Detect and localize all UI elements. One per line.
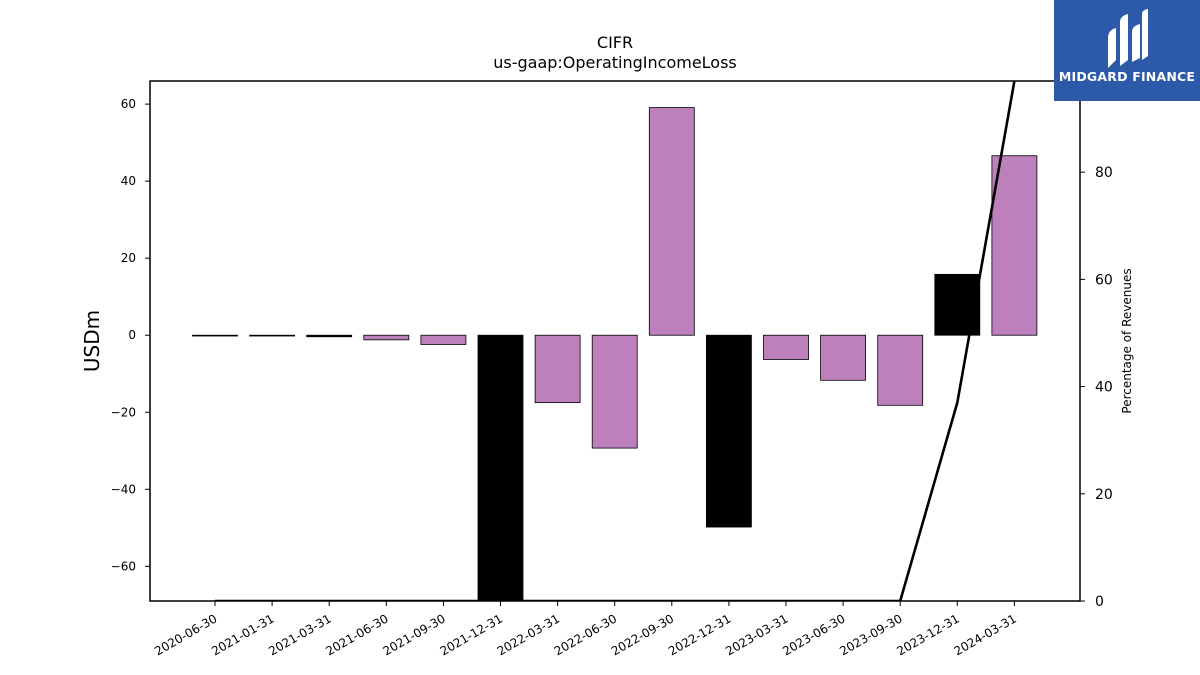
bar-2024-03-31	[991, 155, 1038, 336]
bar-2023-09-30	[877, 334, 924, 406]
bar-2023-06-30	[820, 334, 866, 381]
brand-logo-text: MIDGARD FINANCE	[1058, 69, 1196, 84]
y-tick-label: 40	[121, 174, 136, 188]
bar-2021-09-30	[420, 334, 467, 345]
x-tick-label: 2021-06-30	[323, 611, 390, 658]
chart-subtitle: us-gaap:OperatingIncomeLoss	[493, 53, 737, 72]
bar-2022-12-31	[706, 334, 752, 528]
x-tick-label: 2022-09-30	[609, 611, 676, 658]
bar-2022-03-31	[534, 334, 581, 404]
bar-2021-03-31	[306, 334, 353, 338]
bars-group	[192, 107, 1038, 602]
y2-tick-label: 80	[1095, 165, 1113, 181]
bar-2022-09-30	[648, 107, 695, 336]
y-tick-label: 20	[121, 251, 136, 265]
y-tick-label: −20	[111, 405, 136, 419]
y2-tick-label: 60	[1095, 272, 1113, 288]
x-tick-label: 2021-01-31	[209, 611, 276, 658]
percentage-of-revenues-line	[215, 81, 1016, 601]
y-tick-label: −60	[111, 559, 136, 573]
bar-2022-06-30	[591, 334, 638, 449]
bar-2023-12-31	[934, 273, 981, 336]
x-tick-label: 2021-03-31	[266, 611, 333, 658]
bar-2021-01-31	[249, 334, 296, 337]
bar-2023-03-31	[763, 334, 809, 360]
x-axis-ticks: 2020-06-302021-01-312021-03-312021-06-30…	[152, 601, 1019, 658]
y2-axis-ticks: 0 20 40 60 80	[1080, 165, 1113, 610]
x-tick-label: 2023-12-31	[894, 611, 961, 658]
x-tick-label: 2023-03-31	[723, 611, 790, 658]
bar-2021-06-30	[363, 334, 410, 341]
x-tick-label: 2022-03-31	[495, 611, 562, 658]
y-tick-label: 60	[121, 97, 136, 111]
y2-tick-label: 20	[1095, 487, 1113, 503]
y2-tick-label: 40	[1095, 380, 1113, 396]
x-tick-label: 2022-12-31	[666, 611, 733, 658]
brand-mark-icon	[1108, 9, 1148, 68]
x-tick-label: 2023-09-30	[837, 611, 904, 658]
y-tick-label: 0	[128, 328, 136, 342]
bar-2020-06-30	[192, 334, 238, 337]
bar-2021-12-31	[477, 334, 524, 602]
y2-axis-label: Percentage of Revenues	[1120, 268, 1134, 413]
brand-logo: MIDGARD FINANCE	[1054, 0, 1200, 101]
x-tick-label: 2021-09-30	[380, 611, 447, 658]
y-axis-ticks: −60 −40 −20 0 20 40 60	[111, 97, 150, 573]
y-axis-label: USDm	[80, 310, 104, 372]
x-tick-label: 2021-12-31	[438, 611, 505, 658]
y-tick-label: −40	[111, 482, 136, 496]
percentage-line-group	[215, 81, 1016, 601]
x-tick-label: 2024-03-31	[951, 611, 1018, 658]
x-tick-label: 2023-06-30	[780, 611, 847, 658]
y2-tick-label: 0	[1095, 594, 1104, 610]
x-tick-label: 2020-06-30	[152, 611, 219, 658]
x-tick-label: 2022-06-30	[552, 611, 619, 658]
chart-title: CIFR	[597, 33, 633, 52]
